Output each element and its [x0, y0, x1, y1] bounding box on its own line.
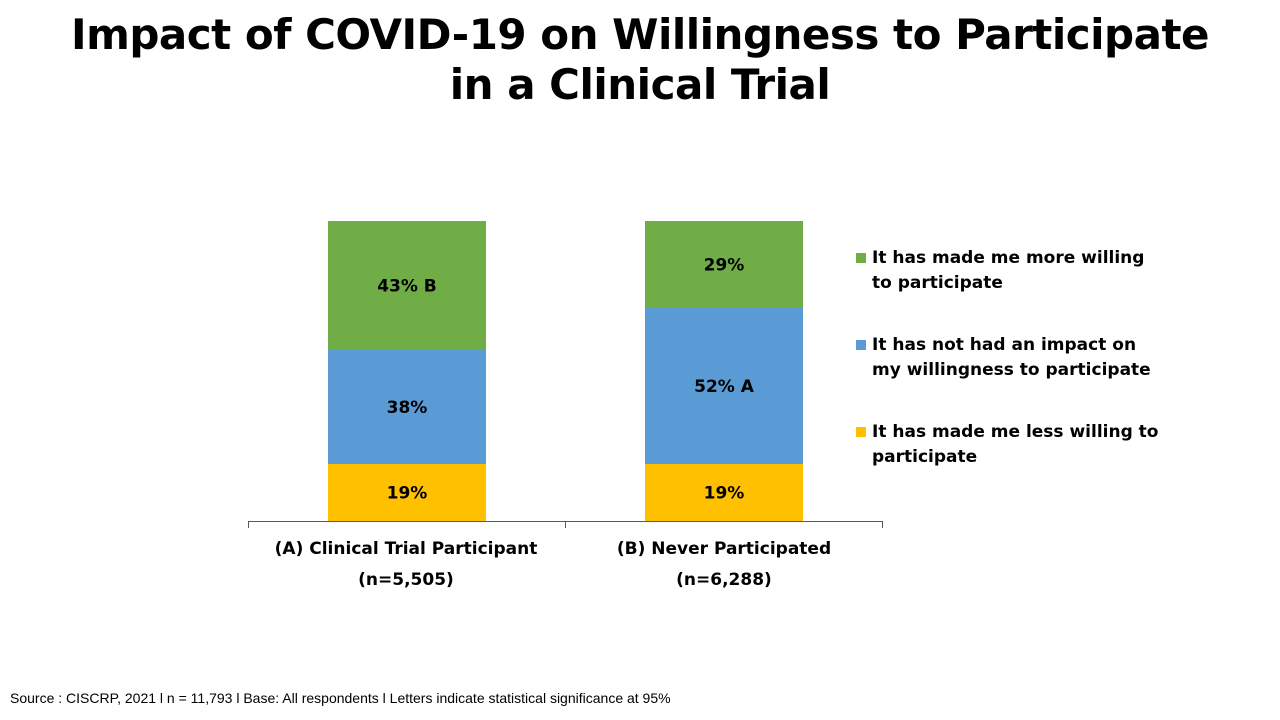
bar-segment [328, 350, 486, 464]
data-label: 43% B [377, 277, 437, 297]
data-label: 38% [387, 398, 428, 418]
bar-segment [645, 221, 803, 308]
source-note: Source : CISCRP, 2021 l n = 11,793 l Bas… [10, 690, 671, 706]
legend-label-line: It has made me more willing [872, 248, 1145, 268]
legend-label-line: It has not had an impact on [872, 335, 1137, 355]
legend-label-line: participate [872, 447, 978, 467]
chart-title: Impact of COVID-19 on Willingness to Par… [0, 10, 1280, 110]
legend-swatch-no-impact [856, 340, 866, 350]
bar-segment [645, 464, 803, 521]
category-name-b: (B) Never Participated [616, 539, 832, 559]
category-sublabel-b: (n=6,288) [676, 570, 772, 590]
data-label: 19% [387, 484, 428, 504]
data-label: 19% [704, 484, 745, 504]
bar-segment [645, 308, 803, 464]
legend-label-line: It has made me less willing to [872, 422, 1159, 442]
bar-segment [328, 221, 486, 350]
legend-swatch-more-willing [856, 253, 866, 263]
legend-item-less-willing: It has made me less willing to participa… [856, 420, 1186, 507]
data-label: 29% [704, 256, 745, 276]
data-label: 52% A [694, 377, 755, 397]
legend-label-line: my willingness to participate [872, 360, 1151, 380]
legend-label-line: to participate [872, 273, 1003, 293]
legend-item-no-impact: It has not had an impact on my willingne… [856, 333, 1186, 420]
chart-title-line-2: in a Clinical Trial [449, 60, 831, 109]
legend-swatch-less-willing [856, 427, 866, 437]
chart-title-line-1: Impact of COVID-19 on Willingness to Par… [70, 10, 1210, 59]
legend-item-more-willing: It has made me more willing to participa… [856, 246, 1186, 333]
bar-segment [328, 464, 486, 521]
category-label-a: (A) Clinical Trial Participant (n=5,505) [248, 534, 564, 596]
category-sublabel-a: (n=5,505) [358, 570, 454, 590]
category-label-b: (B) Never Participated (n=6,288) [566, 534, 882, 596]
category-name-a: (A) Clinical Trial Participant [274, 539, 538, 559]
chart-legend: It has made me more willing to participa… [856, 246, 1186, 507]
